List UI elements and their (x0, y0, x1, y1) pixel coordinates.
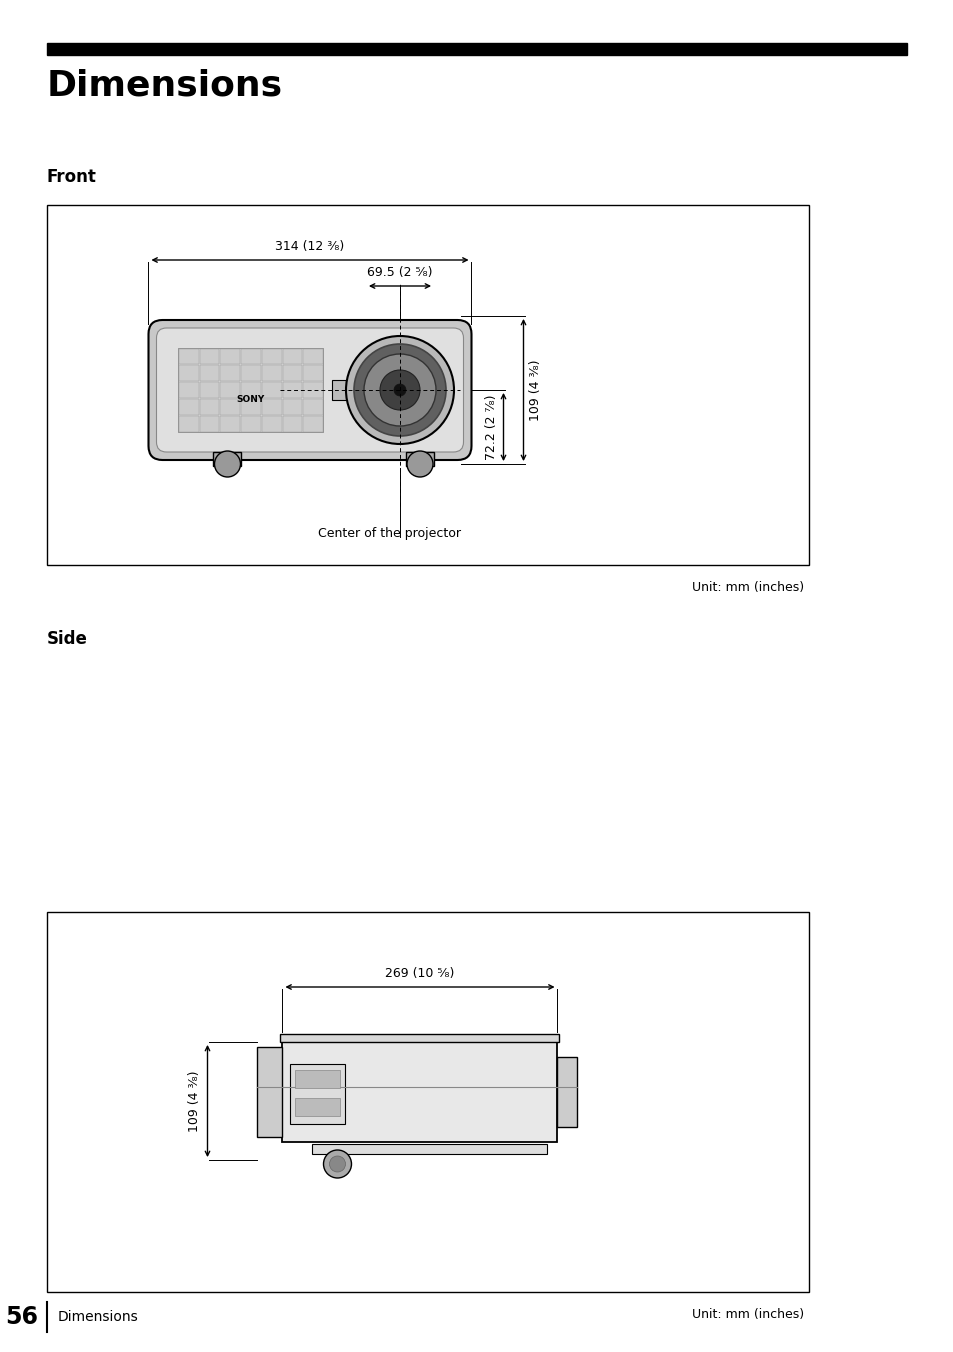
Bar (295, 1098, 340, 1115)
Bar (199, 383, 219, 397)
Bar (282, 399, 302, 415)
Bar (199, 399, 219, 415)
Bar (261, 399, 281, 415)
Bar (241, 365, 260, 381)
Bar (179, 415, 198, 431)
Bar (261, 415, 281, 431)
Bar (241, 383, 260, 397)
Bar (47, 43, 906, 55)
Circle shape (379, 370, 419, 410)
Text: Unit: mm (inches): Unit: mm (inches) (691, 581, 803, 594)
Circle shape (323, 1151, 351, 1178)
Bar (220, 399, 240, 415)
Bar (261, 349, 281, 364)
Text: 314 (12 ³⁄₈): 314 (12 ³⁄₈) (275, 241, 344, 253)
Bar (257, 1046, 282, 1137)
Bar (199, 349, 219, 364)
Text: SONY: SONY (236, 396, 265, 404)
Text: Unit: mm (inches): Unit: mm (inches) (691, 1307, 803, 1321)
Bar (179, 349, 198, 364)
Bar (178, 347, 323, 433)
Bar (220, 415, 240, 431)
Bar (406, 452, 434, 466)
Bar (261, 365, 281, 381)
Bar (303, 415, 323, 431)
Bar (199, 415, 219, 431)
Circle shape (394, 384, 406, 396)
Bar (303, 399, 323, 415)
Bar (179, 383, 198, 397)
Bar (303, 383, 323, 397)
Bar (282, 349, 302, 364)
Text: 56: 56 (5, 1305, 38, 1329)
Bar (179, 399, 198, 415)
Bar (220, 383, 240, 397)
Bar (291, 1064, 345, 1124)
Text: 269 (10 ⁵⁄₈): 269 (10 ⁵⁄₈) (385, 967, 455, 980)
Circle shape (407, 452, 433, 477)
Bar (241, 349, 260, 364)
Bar (47, 206, 808, 565)
FancyBboxPatch shape (149, 320, 471, 460)
Bar (241, 415, 260, 431)
Bar (303, 349, 323, 364)
Circle shape (354, 343, 446, 435)
Bar (47, 913, 808, 1293)
Circle shape (329, 1156, 345, 1172)
Bar (295, 1069, 340, 1088)
Circle shape (214, 452, 240, 477)
Bar (282, 1042, 557, 1142)
Bar (261, 383, 281, 397)
FancyBboxPatch shape (156, 329, 463, 452)
Bar (313, 1144, 547, 1155)
Text: Dimensions: Dimensions (47, 68, 283, 101)
Bar (213, 452, 241, 466)
Text: 72.2 (2 ⁷⁄₈): 72.2 (2 ⁷⁄₈) (485, 395, 498, 460)
Bar (220, 349, 240, 364)
Bar (241, 399, 260, 415)
Bar (199, 365, 219, 381)
Text: Center of the projector: Center of the projector (318, 527, 461, 539)
Text: Dimensions: Dimensions (58, 1310, 138, 1324)
Text: Front: Front (47, 168, 97, 187)
Bar (303, 365, 323, 381)
Text: 109 (4 ³⁄₈): 109 (4 ³⁄₈) (189, 1071, 201, 1132)
Bar (557, 1057, 577, 1128)
Circle shape (364, 354, 436, 426)
Bar (179, 365, 198, 381)
Bar (282, 365, 302, 381)
Circle shape (346, 337, 454, 443)
Bar (333, 380, 346, 400)
Bar (220, 365, 240, 381)
Text: 109 (4 ³⁄₈): 109 (4 ³⁄₈) (529, 360, 542, 420)
Text: 69.5 (2 ⁵⁄₈): 69.5 (2 ⁵⁄₈) (367, 266, 433, 279)
Bar (280, 1034, 558, 1042)
Bar (282, 415, 302, 431)
Bar (282, 383, 302, 397)
Text: Side: Side (47, 630, 88, 648)
